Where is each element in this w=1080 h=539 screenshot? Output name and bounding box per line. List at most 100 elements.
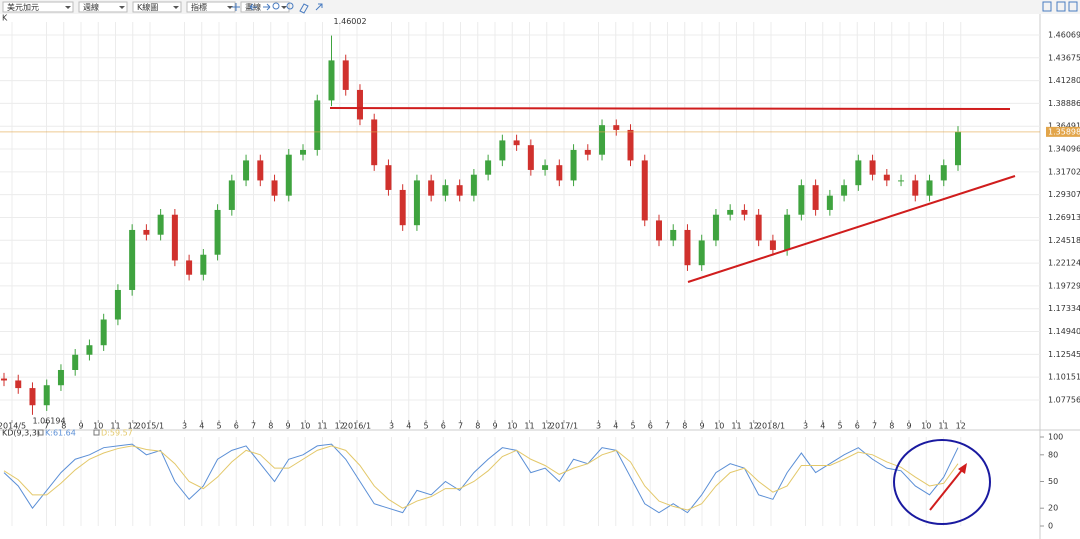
- y-tick-label: 1.46069: [1048, 30, 1080, 39]
- icon-layout-3[interactable]: [1068, 1, 1078, 12]
- x-tick-label: 9: [492, 422, 497, 431]
- candle-body: [826, 195, 833, 210]
- x-tick-label: 10: [714, 422, 724, 431]
- x-tick-label: 2014/5: [0, 422, 26, 431]
- icon-zoom-in[interactable]: [272, 2, 280, 10]
- candle-body: [143, 229, 150, 235]
- candle-body: [727, 209, 734, 215]
- candle-body: [43, 385, 50, 406]
- legend-checkbox[interactable]: [93, 429, 100, 436]
- y-tick-label: 1.22124: [1048, 259, 1080, 268]
- candle-body: [769, 240, 776, 250]
- dropdown[interactable]: [132, 1, 182, 13]
- icon-zoom-out[interactable]: [286, 2, 294, 10]
- dropdown-label[interactable]: 週線: [83, 2, 99, 12]
- candle-body: [200, 254, 207, 275]
- candle-body: [470, 174, 477, 196]
- icon-layout-1[interactable]: [1042, 1, 1052, 12]
- highlight-circle: [893, 439, 991, 525]
- x-tick-label: 11: [731, 422, 741, 431]
- candle-body: [841, 185, 848, 196]
- candle-body: [613, 125, 620, 130]
- dropdown-label[interactable]: 美元加元: [7, 2, 39, 12]
- x-tick-label: 10: [300, 422, 310, 431]
- icon-link[interactable]: [315, 3, 323, 11]
- candle-body: [542, 165, 549, 170]
- candle-body: [413, 180, 420, 226]
- dropdown-label[interactable]: 指標: [191, 2, 207, 12]
- icon-draw[interactable]: [299, 3, 309, 14]
- support-trendline: [687, 175, 1016, 283]
- dropdown-arrow: [65, 6, 71, 9]
- kd-y-tick-label: 0: [1048, 522, 1053, 531]
- y-tick-label: 1.29307: [1048, 190, 1080, 199]
- x-tick-label: 2016/1: [343, 422, 371, 431]
- x-tick-label: 5: [630, 422, 635, 431]
- high-label: 1.46002: [333, 17, 366, 26]
- x-tick-label: 12: [956, 422, 966, 431]
- dropdown[interactable]: [78, 1, 128, 13]
- dropdown-arrow: [281, 6, 287, 9]
- candle-body: [513, 140, 520, 146]
- candle-body: [100, 319, 107, 346]
- candle-body: [485, 160, 492, 175]
- candle-body: [798, 185, 805, 215]
- toolbar-icons: [232, 1, 1078, 14]
- x-tick-label: 12: [128, 422, 138, 431]
- x-tick-label: 9: [285, 422, 290, 431]
- candle-body: [712, 214, 719, 241]
- x-tick-label: 9: [78, 422, 83, 431]
- candle-body: [29, 388, 36, 406]
- candle-body: [784, 214, 791, 250]
- candle-body: [698, 240, 705, 266]
- x-tick-label: 10: [93, 422, 103, 431]
- candle-body: [243, 160, 250, 181]
- legend-label: K:61.64: [45, 429, 76, 438]
- icon-forward[interactable]: [263, 3, 271, 11]
- x-tick-label: 6: [648, 422, 653, 431]
- candle-body: [72, 354, 79, 370]
- candle-body: [883, 174, 890, 181]
- x-tick-label: 8: [268, 422, 273, 431]
- candle-body: [898, 180, 905, 182]
- candle-body: [399, 189, 406, 226]
- candle-body: [114, 289, 121, 320]
- kd-y-tick-label: 50: [1048, 477, 1058, 486]
- x-tick-label: 10: [507, 422, 517, 431]
- candle-body: [684, 229, 691, 266]
- x-tick-label: 3: [803, 422, 808, 431]
- candle-body: [442, 185, 449, 196]
- dropdown[interactable]: [2, 1, 74, 13]
- candle-body: [456, 185, 463, 196]
- legend-checkbox[interactable]: [37, 429, 44, 436]
- icon-crosshair[interactable]: [232, 3, 240, 11]
- x-tick-label: 3: [182, 422, 187, 431]
- kd-y-tick-label: 20: [1048, 504, 1058, 513]
- resistance-line: [329, 107, 1011, 110]
- annotations: [329, 107, 1016, 525]
- candle-body: [300, 149, 307, 155]
- candle-body: [641, 160, 648, 221]
- candle-body: [855, 160, 862, 186]
- y-tick-label: 1.17334: [1048, 304, 1080, 313]
- candle-body: [86, 345, 93, 355]
- x-tick-label: 6: [234, 422, 239, 431]
- x-tick-label: 9: [699, 422, 704, 431]
- y-tick-label: 1.19729: [1048, 281, 1080, 290]
- x-tick-label: 11: [524, 422, 534, 431]
- dropdown-label[interactable]: K線圖: [137, 2, 158, 12]
- candle-body: [129, 229, 136, 290]
- x-tick-label: 3: [389, 422, 394, 431]
- y-tick-label: 1.36491: [1048, 122, 1080, 131]
- icon-back[interactable]: [249, 3, 257, 11]
- candle-body: [171, 214, 178, 261]
- icon-layout-2[interactable]: [1056, 1, 1066, 12]
- candle-body: [57, 369, 64, 386]
- candle-body: [385, 165, 392, 190]
- candle-body: [755, 214, 762, 241]
- x-tick-label: 11: [317, 422, 327, 431]
- y-tick-label: 1.10151: [1048, 373, 1080, 382]
- candle-body: [257, 160, 264, 181]
- candle-body: [1, 378, 7, 381]
- candle-body: [186, 260, 193, 275]
